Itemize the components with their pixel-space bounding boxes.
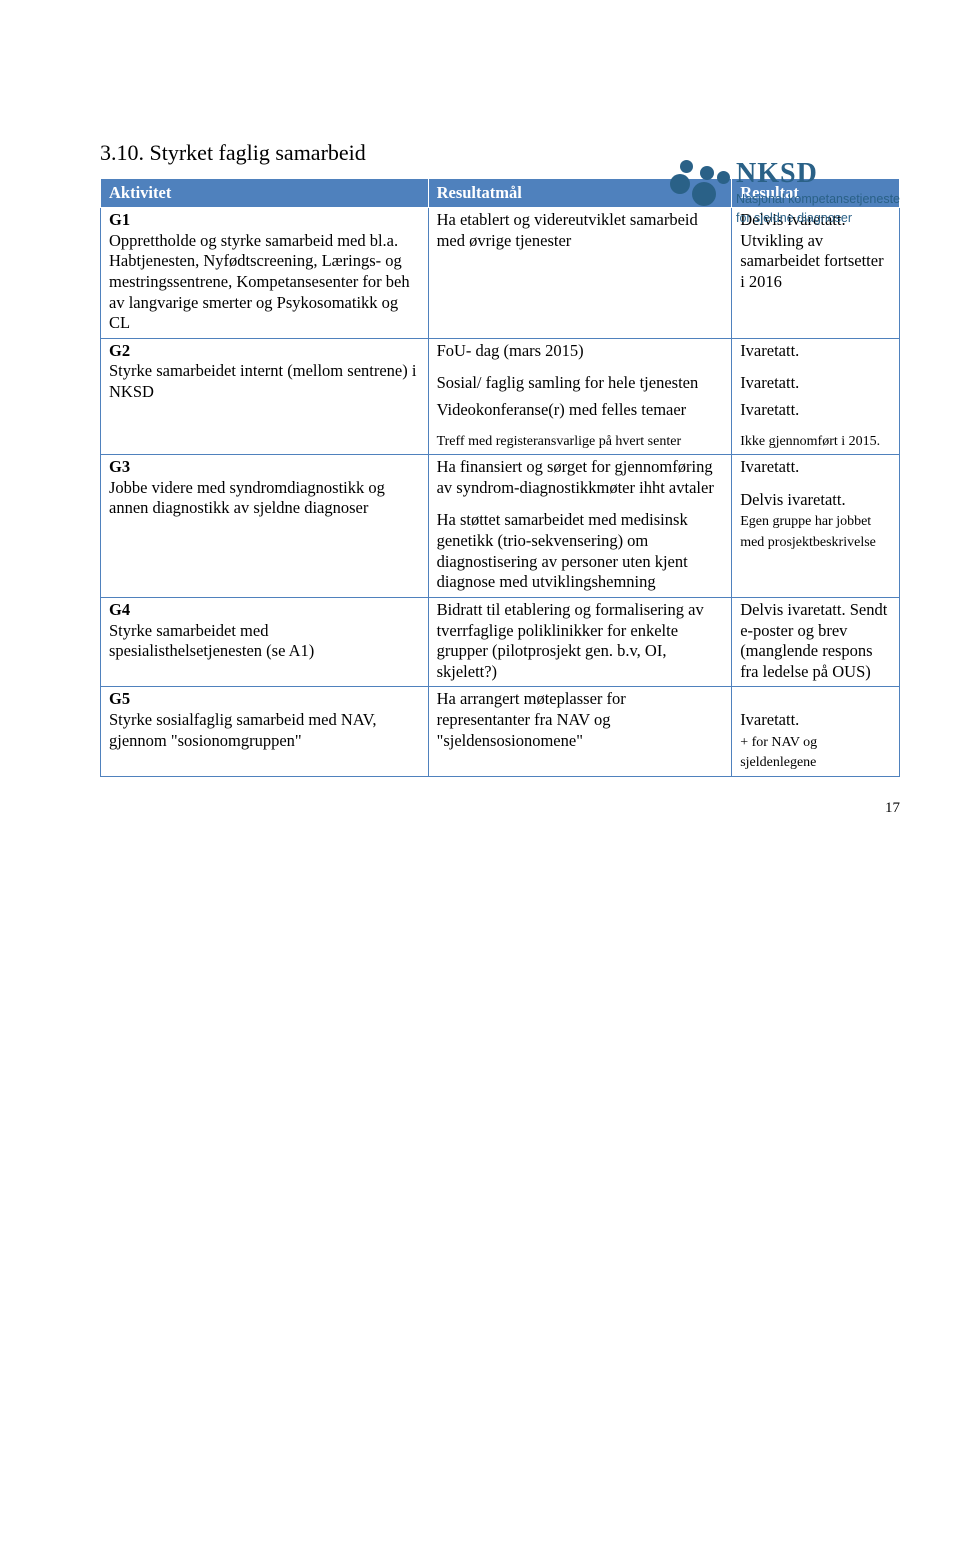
- resultmal-cell: Ha arrangert møteplasser for representan…: [428, 687, 732, 777]
- activity-code: G1: [109, 210, 130, 229]
- table-row: G5 Styrke sosialfaglig samarbeid med NAV…: [101, 687, 900, 777]
- activity-code: G3: [109, 457, 130, 476]
- activity-cell: G5 Styrke sosialfaglig samarbeid med NAV…: [101, 687, 429, 777]
- result-cell: Delvis ivaretatt. Sendt e-poster og brev…: [732, 597, 900, 687]
- result-cell: Delvis ivaretatt. Utvikling av samarbeid…: [732, 208, 900, 339]
- table-row: G4 Styrke samarbeidet med spesialisthels…: [101, 597, 900, 687]
- activity-cell: G3 Jobbe videre med syndromdiagnostikk o…: [101, 455, 429, 598]
- activity-desc: Styrke sosialfaglig samarbeid med NAV, g…: [109, 710, 376, 750]
- resultmal-cell: Videokonferanse(r) med felles temaer Tre…: [428, 398, 732, 455]
- table-row: G2 Styrke samarbeidet internt (mellom se…: [101, 338, 900, 398]
- activity-desc: Opprettholde og styrke samarbeid med bl.…: [109, 231, 410, 333]
- activity-desc: Styrke samarbeidet internt (mellom sentr…: [109, 361, 416, 401]
- result-cell: Ivaretatt. + for NAV og sjeldenlegene: [732, 687, 900, 777]
- page-number: 17: [885, 800, 900, 817]
- resultmal-cell: FoU- dag (mars 2015) Sosial/ faglig saml…: [428, 338, 732, 398]
- result-cell: Ivaretatt. Ivaretatt.: [732, 338, 900, 398]
- result-cell: Ivaretatt. Delvis ivaretatt. Egen gruppe…: [732, 455, 900, 598]
- activity-desc: Jobbe videre med syndromdiagnostikk og a…: [109, 478, 385, 518]
- logo-subtitle-1: Nasjonal kompetansetjeneste: [736, 191, 900, 207]
- logo-subtitle-2: for sjeldne diagnoser: [736, 210, 900, 226]
- activity-table: Aktivitet Resultatmål Resultat G1 Oppret…: [100, 178, 900, 777]
- activity-cell: G2 Styrke samarbeidet internt (mellom se…: [101, 338, 429, 454]
- result-cell: Ivaretatt. Ikke gjennomført i 2015.: [732, 398, 900, 455]
- activity-cell: G4 Styrke samarbeidet med spesialisthels…: [101, 597, 429, 687]
- activity-cell: G1 Opprettholde og styrke samarbeid med …: [101, 208, 429, 339]
- activity-code: G2: [109, 341, 130, 360]
- logo-acronym: NKSD: [736, 160, 900, 188]
- activity-desc: Styrke samarbeidet med spesialisthelsetj…: [109, 621, 314, 661]
- header-activity: Aktivitet: [101, 179, 429, 208]
- logo: NKSD Nasjonal kompetansetjeneste for sje…: [670, 160, 900, 227]
- resultmal-cell: Ha finansiert og sørget for gjennomførin…: [428, 455, 732, 598]
- table-row: G3 Jobbe videre med syndromdiagnostikk o…: [101, 455, 900, 598]
- logo-dots-icon: [670, 160, 730, 210]
- activity-code: G4: [109, 600, 130, 619]
- activity-code: G5: [109, 689, 130, 708]
- resultmal-cell: Bidratt til etablering og formalisering …: [428, 597, 732, 687]
- table-row: G1 Opprettholde og styrke samarbeid med …: [101, 208, 900, 339]
- resultmal-cell: Ha etablert og videreutviklet samarbeid …: [428, 208, 732, 339]
